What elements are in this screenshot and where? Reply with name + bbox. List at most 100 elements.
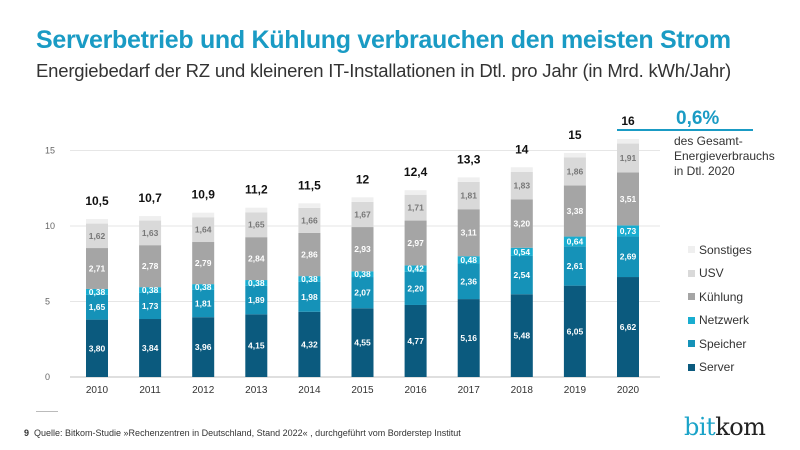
legend-label: Netzwerk bbox=[699, 313, 750, 328]
data-label: 2,84 bbox=[248, 254, 265, 264]
data-label: 1,86 bbox=[567, 166, 584, 176]
data-label: 3,51 bbox=[620, 194, 637, 204]
data-label: 1,65 bbox=[248, 220, 265, 230]
data-label: 5,16 bbox=[460, 333, 477, 343]
page-title: Serverbetrieb und Kühlung verbrauchen de… bbox=[36, 26, 731, 54]
bar-segment-sonstiges bbox=[192, 212, 215, 218]
bar-segment-usv bbox=[617, 143, 639, 173]
bar-segment-kühlung bbox=[510, 199, 533, 248]
bar-segment-usv bbox=[245, 212, 268, 238]
bar-segment-speicher bbox=[617, 236, 639, 278]
data-label: 0,38 bbox=[142, 285, 159, 295]
data-label: 1,73 bbox=[142, 301, 159, 311]
total-label: 12 bbox=[356, 172, 370, 186]
x-tick-label: 2018 bbox=[511, 385, 534, 396]
y-tick-label: 15 bbox=[45, 146, 55, 156]
bar-segment-sonstiges bbox=[457, 177, 480, 182]
page-subtitle: Energiebedarf der RZ und kleineren IT-In… bbox=[36, 60, 731, 81]
legend-swatch bbox=[688, 316, 695, 324]
bar-segment-sonstiges bbox=[86, 219, 108, 224]
data-label: 2,97 bbox=[407, 238, 424, 248]
bitkom-logo: bitkom bbox=[684, 413, 766, 441]
bar-segment-netzwerk bbox=[139, 287, 162, 293]
bar-segment-usv bbox=[139, 220, 162, 246]
bar-segment-server bbox=[351, 308, 374, 377]
source-note: 9 Quelle: Bitkom-Studie »Rechenzentren in… bbox=[24, 428, 461, 438]
data-label: 2,69 bbox=[620, 252, 637, 262]
data-label: 0,48 bbox=[460, 255, 477, 265]
data-label: 1,89 bbox=[248, 295, 265, 305]
bar-segment-speicher bbox=[86, 294, 108, 320]
bar-segment-sonstiges bbox=[245, 207, 268, 213]
data-label: 0,38 bbox=[195, 282, 212, 292]
data-label: 2,79 bbox=[195, 258, 212, 268]
x-tick-label: 2010 bbox=[86, 385, 109, 396]
data-label: 6,62 bbox=[620, 322, 637, 332]
bar-segment-usv bbox=[351, 201, 374, 228]
data-label: 2,54 bbox=[514, 270, 531, 280]
data-label: 1,71 bbox=[407, 203, 424, 213]
x-tick-label: 2017 bbox=[458, 385, 481, 396]
data-label: 0,38 bbox=[248, 278, 265, 288]
data-label: 1,91 bbox=[620, 153, 637, 163]
bar-segment-server bbox=[617, 277, 639, 377]
data-label: 1,65 bbox=[89, 302, 106, 312]
bar-segment-netzwerk bbox=[86, 288, 108, 295]
bar-segment-server bbox=[139, 319, 162, 377]
bar-segment-netzwerk bbox=[457, 256, 480, 264]
total-label: 11,5 bbox=[298, 178, 321, 192]
data-label: 3,11 bbox=[461, 228, 477, 238]
data-label: 1,81 bbox=[460, 191, 477, 201]
bar-segment-sonstiges bbox=[298, 203, 321, 208]
data-label: 0,38 bbox=[89, 287, 106, 297]
bar-segment-kühlung bbox=[192, 242, 215, 285]
bar-segment-server bbox=[510, 294, 533, 377]
bar-segment-speicher bbox=[563, 246, 586, 286]
x-tick-label: 2019 bbox=[564, 385, 587, 396]
y-tick-label: 0 bbox=[45, 372, 50, 382]
share-value: 0,6% bbox=[676, 108, 720, 129]
bar-segment-usv bbox=[298, 207, 321, 233]
legend-label: Sonstiges bbox=[699, 242, 752, 257]
bar-segment-usv bbox=[86, 223, 108, 249]
bar-segment-speicher bbox=[298, 281, 321, 312]
data-label: 0,38 bbox=[354, 269, 371, 279]
legend-swatch bbox=[688, 293, 695, 301]
data-label: 1,67 bbox=[354, 209, 371, 219]
bar-segment-speicher bbox=[404, 271, 427, 305]
bar-segment-usv bbox=[457, 181, 480, 210]
bar-segment-netzwerk bbox=[351, 271, 374, 278]
legend-label: Kühlung bbox=[699, 289, 744, 304]
x-tick-label: 2013 bbox=[245, 385, 268, 396]
total-label: 10,5 bbox=[85, 194, 109, 208]
bar-segment-netzwerk bbox=[192, 284, 215, 290]
bar-segment-kühlung bbox=[617, 172, 639, 226]
bar-segment-usv bbox=[404, 194, 427, 221]
x-tick-label: 2014 bbox=[298, 385, 321, 396]
data-label: 3,84 bbox=[142, 343, 159, 353]
bar-segment-usv bbox=[510, 171, 533, 200]
data-label: 2,07 bbox=[354, 288, 371, 298]
legend-label: Speicher bbox=[699, 336, 747, 351]
bar-segment-netzwerk bbox=[617, 225, 639, 237]
data-label: 4,55 bbox=[354, 338, 371, 348]
bar-segment-netzwerk bbox=[245, 280, 268, 286]
bar-segment-usv bbox=[563, 157, 586, 186]
bar-segment-sonstiges bbox=[351, 197, 374, 202]
data-label: 2,36 bbox=[460, 276, 477, 286]
total-label: 10,9 bbox=[192, 188, 216, 202]
data-label: 1,98 bbox=[301, 292, 318, 302]
data-label: 3,96 bbox=[195, 342, 212, 352]
footer-divider bbox=[36, 411, 58, 412]
data-label: 0,73 bbox=[620, 226, 637, 236]
data-label: 1,81 bbox=[195, 299, 212, 309]
data-label: 1,83 bbox=[514, 181, 531, 191]
bar-segment-speicher bbox=[139, 292, 162, 320]
data-label: 1,64 bbox=[195, 225, 212, 235]
bar-segment-server bbox=[457, 299, 480, 377]
legend-label: Server bbox=[699, 360, 735, 375]
total-label: 13,3 bbox=[457, 152, 481, 166]
data-label: 0,54 bbox=[514, 247, 531, 257]
data-label: 0,38 bbox=[301, 274, 318, 284]
